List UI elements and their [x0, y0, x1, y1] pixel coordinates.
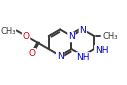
Text: CH₃: CH₃ — [103, 32, 118, 41]
Text: N: N — [68, 32, 75, 41]
Text: N: N — [57, 52, 64, 61]
Text: N: N — [79, 26, 86, 35]
Text: NH: NH — [76, 53, 90, 62]
Text: NH: NH — [95, 46, 108, 55]
Text: O: O — [28, 49, 35, 58]
Text: O: O — [23, 32, 30, 41]
Text: CH₃: CH₃ — [0, 27, 16, 36]
